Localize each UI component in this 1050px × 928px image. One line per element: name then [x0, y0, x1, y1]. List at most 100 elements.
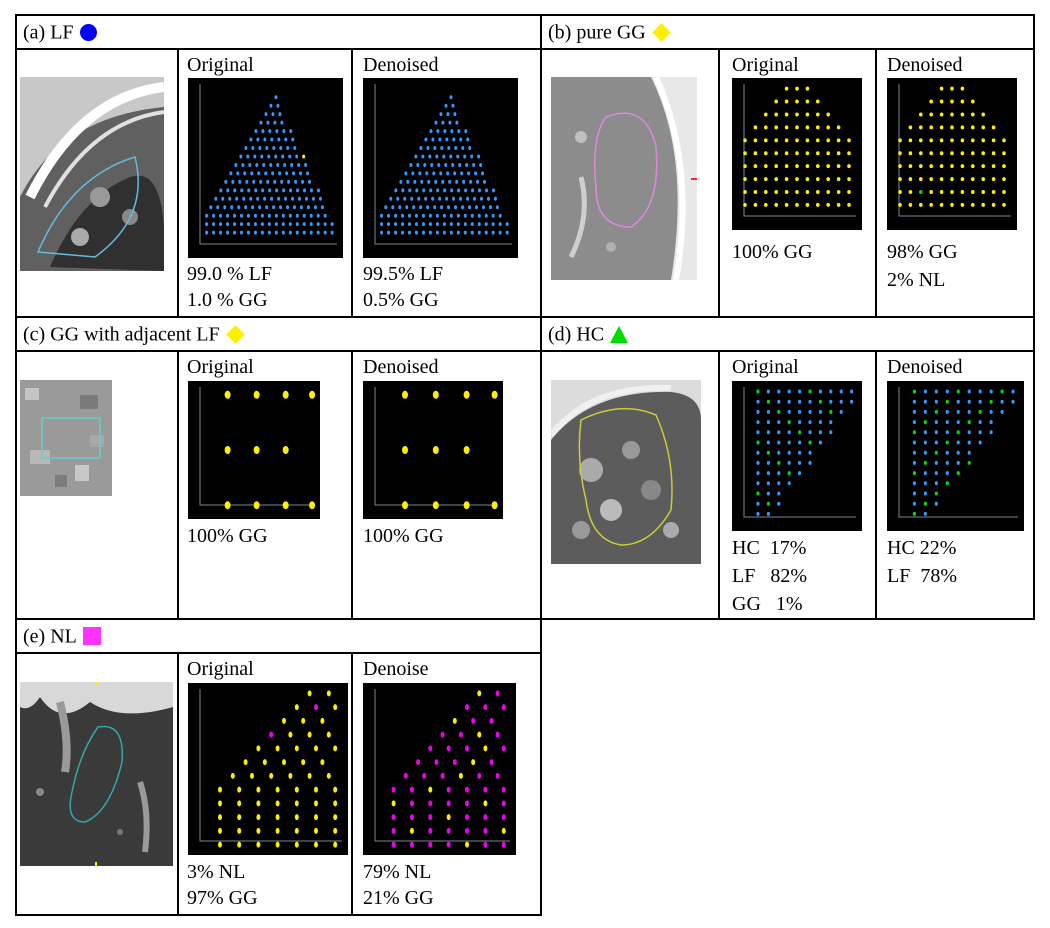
scatter-point [270, 196, 274, 201]
scatter-point [818, 420, 822, 425]
scatter-point [302, 154, 306, 159]
scatter-point [777, 460, 781, 465]
scatter-point [267, 213, 271, 218]
scatter-point [449, 213, 453, 218]
scatter-point [396, 196, 400, 201]
scatter-point [787, 460, 791, 465]
scatter-point [991, 177, 996, 182]
scatter-point [805, 190, 810, 194]
panel-b-denoised-title: Denoised [887, 54, 963, 76]
scatter-point [805, 112, 810, 117]
scatter-point [237, 205, 241, 210]
scatter-point [836, 177, 841, 182]
scatter-point [766, 420, 770, 425]
panel-a-denoised-scatter [363, 78, 518, 258]
scatter-point [284, 196, 288, 201]
scatter-point [777, 420, 781, 425]
scatter-point [743, 151, 747, 156]
scatter-point [477, 772, 482, 779]
scatter-point [285, 171, 289, 176]
scatter-point [414, 154, 418, 159]
scatter-point [847, 138, 851, 143]
panel-e-header: (e) NL [17, 620, 540, 654]
scatter-point [808, 409, 812, 414]
scatter-point [795, 125, 799, 130]
scatter-point [237, 786, 242, 793]
scatter-point [226, 230, 230, 235]
scatter-point [945, 409, 949, 414]
scatter-point [766, 491, 770, 496]
scatter-point [764, 190, 768, 194]
scatter-point [428, 230, 432, 235]
scatter-point [391, 827, 396, 834]
scatter-point [466, 137, 470, 142]
scatter-point [314, 827, 318, 834]
scatter-point [412, 205, 416, 210]
scatter-point [898, 164, 902, 169]
scatter-point [219, 188, 223, 193]
scatter-point [438, 196, 442, 201]
scatter-point [950, 86, 954, 91]
scatter-point [766, 409, 770, 414]
scatter-point [923, 491, 927, 496]
scatter-point [424, 196, 428, 201]
scatter-point [981, 112, 985, 117]
scatter-point [316, 213, 320, 218]
scatter-point [945, 481, 949, 486]
scatter-point [233, 222, 236, 227]
scatter-point [483, 800, 488, 807]
scatter-point [818, 409, 822, 414]
scatter-point [421, 230, 425, 235]
scatter-point [756, 430, 760, 435]
scatter-point [252, 179, 256, 184]
scatter-point [850, 389, 854, 394]
scatter-point [939, 86, 944, 91]
scatter-point [280, 179, 284, 184]
scatter-point [1000, 389, 1004, 394]
scatter-point [299, 171, 303, 176]
scatter-point [421, 213, 425, 218]
scatter-point [784, 86, 789, 91]
scatter-point [929, 190, 933, 194]
scatter-point [919, 177, 923, 182]
scatter-point [477, 230, 481, 235]
scatter-point [743, 190, 747, 194]
scatter-point [798, 420, 802, 425]
scatter-point [766, 389, 770, 394]
scatter-point [787, 440, 791, 445]
scatter-point [260, 154, 264, 159]
scatter-point [428, 745, 433, 752]
scatter-point [919, 112, 923, 117]
scatter-point [286, 205, 290, 210]
scatter-point [391, 786, 396, 793]
scatter-point [291, 137, 295, 142]
scatter-point [836, 190, 841, 194]
scatter-point [410, 196, 414, 201]
scatter-point [939, 151, 944, 156]
scatter-point [288, 222, 292, 227]
scatter-point [458, 162, 462, 167]
scatter-point [836, 138, 841, 143]
scatter-point [743, 202, 747, 207]
scatter-point [308, 179, 312, 184]
scatter-point [795, 99, 799, 104]
scatter-point [414, 213, 418, 218]
scatter-point [971, 164, 975, 169]
scatter-point [816, 112, 820, 117]
scatter-point [923, 430, 927, 435]
panel-d-original-title: Original [732, 356, 799, 378]
scatter-point [912, 450, 916, 455]
scatter-point [453, 112, 457, 117]
scatter-point [248, 162, 252, 167]
scatter-point [431, 196, 435, 201]
scatter-point [462, 179, 466, 184]
scatter-point [441, 120, 445, 125]
scatter-point [766, 399, 770, 404]
scatter-point [297, 162, 301, 167]
scatter-point [481, 205, 485, 210]
scatter-point [956, 430, 960, 435]
scatter-point [836, 151, 841, 156]
scatter-point [301, 179, 305, 184]
scatter-point [465, 704, 470, 711]
scatter-point [391, 841, 396, 848]
